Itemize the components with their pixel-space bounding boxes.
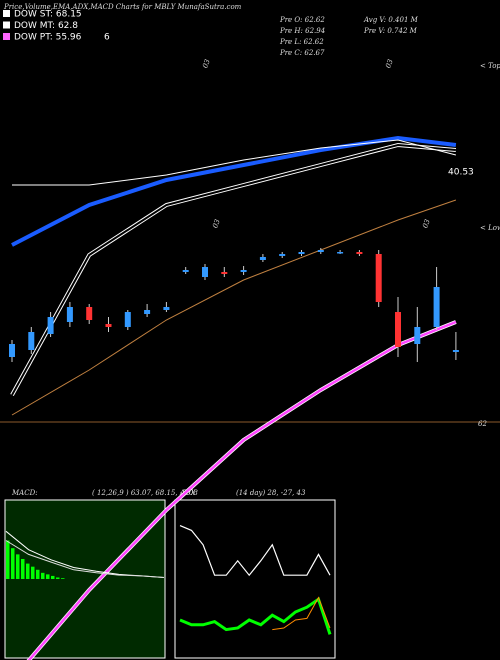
legend-swatch (3, 10, 10, 17)
macd-line (5, 540, 165, 578)
candle-body (240, 270, 247, 272)
candle-body (163, 307, 170, 310)
candle-body (317, 250, 324, 252)
macd-title: MACD: (11, 489, 38, 497)
candle-body (221, 272, 228, 274)
macd-bar (46, 574, 50, 579)
info: Pre L: 62.62 (279, 38, 324, 46)
annotation: 03 (421, 218, 432, 230)
candle-body (105, 324, 112, 327)
macd-bar (61, 578, 65, 579)
macd-bar (51, 575, 55, 579)
candle-body (202, 267, 208, 277)
adx-line (179, 596, 332, 635)
macd-bar (41, 572, 45, 579)
candle-body (337, 252, 344, 254)
info-volume: Avg V: 0.401 M (363, 16, 419, 24)
macd-bar (6, 540, 10, 579)
macd-subtitle: ( 12,26,9 ) 63.07, 68.15, -5.08 (92, 489, 198, 497)
ema-line (11, 135, 457, 247)
adx-panel (174, 499, 336, 659)
ema-line (11, 143, 456, 396)
macd-bar (16, 554, 20, 579)
chart-title: Price,Volume,EMA,ADX,MACD Charts for MBL… (3, 3, 242, 11)
legend-swatch (3, 33, 10, 40)
candle-body (414, 327, 421, 344)
candle-body (28, 332, 35, 350)
annotation: 03 (211, 218, 222, 230)
candle-body (375, 254, 382, 302)
adx-subtitle: (14 day) 28, -27, 43 (236, 489, 306, 497)
annotation: < Lowe (480, 224, 500, 232)
info: Pre H: 62.94 (279, 27, 325, 35)
macd-bar (56, 577, 60, 579)
macd-bar (26, 563, 30, 579)
candle-body (182, 270, 189, 272)
candle-body (452, 350, 459, 352)
y-tick-label: 62 (478, 420, 487, 428)
candle-body (279, 254, 286, 256)
annotation: < Tope (480, 62, 500, 70)
candle-body (433, 287, 440, 327)
candle-body (356, 252, 363, 254)
candle-body (47, 317, 54, 334)
info: Pre O: 62.62 (279, 16, 325, 24)
info: Pre C: 62.67 (279, 49, 325, 57)
macd-bar (21, 558, 25, 579)
legend-label: DOW PT: 55.96 (14, 33, 82, 43)
macd-bar (36, 569, 40, 579)
adx-line (179, 525, 331, 577)
ema-line (10, 142, 457, 396)
candle-body (298, 252, 305, 254)
legend-label: DOW MT: 62.8 (14, 21, 78, 31)
ema-line (11, 199, 457, 416)
candle-body (259, 257, 266, 260)
annotation: 03 (384, 58, 395, 70)
adx-line (272, 596, 331, 631)
macd-bar (11, 548, 15, 579)
annotation: 40.53 (448, 168, 474, 178)
annotation: 03 (201, 58, 212, 70)
legend-note: 6 (104, 33, 110, 43)
macd-bar (31, 566, 35, 579)
candle-body (124, 312, 131, 327)
legend-label: DOW ST: 68.15 (14, 10, 82, 20)
ema-line (12, 139, 457, 186)
candle-body (66, 307, 73, 322)
info-volume: Pre V: 0.742 M (363, 27, 418, 35)
candle-body (144, 310, 151, 314)
candle-body (395, 312, 401, 347)
candle-body (86, 307, 93, 320)
candle-body (9, 344, 15, 357)
legend-swatch (3, 21, 10, 29)
